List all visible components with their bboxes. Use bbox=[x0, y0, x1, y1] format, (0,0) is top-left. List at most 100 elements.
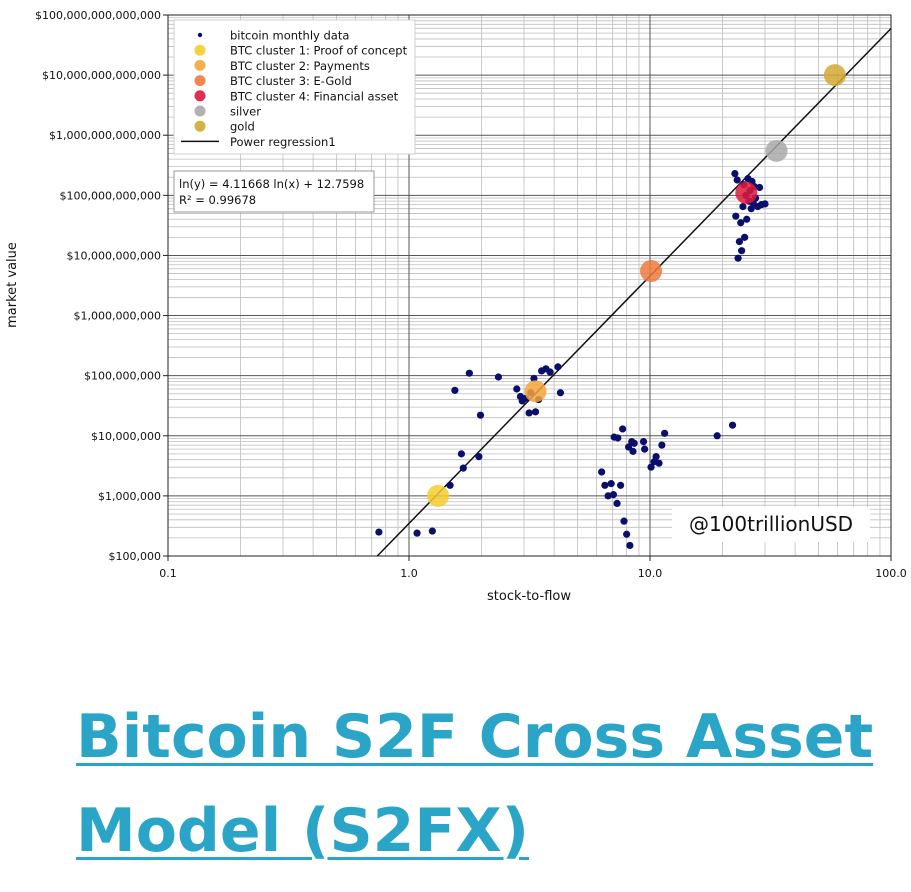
bitcoin-data-point bbox=[655, 459, 663, 467]
bitcoin-data-point bbox=[641, 445, 649, 453]
x-tick-label: 10.0 bbox=[638, 567, 663, 580]
bitcoin-data-point bbox=[513, 385, 521, 393]
legend-label: BTC cluster 4: Financial asset bbox=[230, 89, 399, 103]
cluster-point bbox=[823, 64, 846, 87]
bitcoin-data-point bbox=[739, 202, 747, 211]
y-tick-label: $10,000,000,000,000 bbox=[42, 69, 161, 82]
bitcoin-data-point bbox=[626, 541, 634, 550]
x-tick-label: 0.1 bbox=[159, 567, 177, 580]
equation-line-1: ln(y) = 4.11668 ln(x) + 12.7598 bbox=[179, 177, 364, 191]
equation-box: ln(y) = 4.11668 ln(x) + 12.7598 R² = 0.9… bbox=[173, 170, 375, 213]
x-tick-label: 100.0 bbox=[875, 567, 907, 580]
bitcoin-data-point bbox=[756, 183, 764, 192]
bitcoin-data-point bbox=[601, 481, 609, 489]
bitcoin-data-point bbox=[609, 491, 618, 499]
watermark-bg bbox=[672, 507, 870, 542]
legend-box bbox=[173, 19, 416, 155]
legend-marker bbox=[197, 32, 203, 38]
x-axis-title: stock-to-flow bbox=[487, 589, 571, 604]
bitcoin-data-point bbox=[658, 441, 666, 449]
legend-label: gold bbox=[230, 120, 255, 134]
bitcoin-data-point bbox=[546, 368, 554, 376]
bitcoin-data-point bbox=[428, 527, 436, 535]
bitcoin-data-point bbox=[616, 481, 625, 489]
grid-minor bbox=[168, 15, 891, 556]
bitcoin-data-point bbox=[639, 438, 648, 446]
cluster-point bbox=[640, 260, 663, 283]
equation-line-2: R² = 0.99678 bbox=[179, 193, 256, 207]
y-tick-label: $10,000,000,000 bbox=[67, 249, 161, 262]
y-tick-label: $100,000,000,000 bbox=[60, 189, 161, 202]
legend-marker bbox=[194, 105, 206, 117]
bitcoin-data-point bbox=[619, 425, 627, 433]
y-tick-label: $1,000,000,000 bbox=[74, 310, 161, 323]
bitcoin-data-point bbox=[733, 176, 741, 184]
y-tick-label: $10,000,000 bbox=[91, 430, 161, 443]
bitcoin-data-point bbox=[531, 408, 540, 416]
legend-label: BTC cluster 2: Payments bbox=[230, 59, 370, 73]
bitcoin-data-point bbox=[607, 480, 615, 488]
legend-label: Power regression1 bbox=[230, 135, 336, 149]
bitcoin-data-point bbox=[713, 432, 721, 440]
bitcoin-data-point bbox=[525, 409, 533, 417]
y-tick-labels: $100,000 $1,000,000 $10,000,000 $100,000,00… bbox=[35, 9, 161, 563]
bitcoin-data-point bbox=[735, 237, 744, 246]
watermark-text: @100trillionUSD bbox=[689, 512, 853, 536]
bitcoin-data-point bbox=[630, 439, 638, 447]
cluster-markers bbox=[427, 64, 846, 507]
bitcoin-data-point bbox=[459, 464, 467, 472]
bitcoin-data-point bbox=[661, 429, 669, 437]
bitcoin-data-point bbox=[614, 434, 622, 442]
bitcoin-data-point bbox=[731, 169, 739, 178]
legend-marker bbox=[194, 90, 206, 102]
bitcoin-data-point bbox=[598, 468, 606, 476]
bitcoin-data-point bbox=[738, 247, 746, 255]
bitcoin-data-point bbox=[494, 373, 503, 381]
bitcoin-data-point bbox=[728, 421, 737, 429]
y-tick-label: $1,000,000,000,000 bbox=[49, 129, 161, 142]
page-title-link[interactable]: Bitcoin S2F Cross Asset Model (S2FX) bbox=[76, 702, 874, 866]
bitcoin-data-point bbox=[375, 528, 383, 536]
bitcoin-data-point bbox=[743, 215, 751, 223]
bitcoin-data-point bbox=[451, 386, 459, 394]
bitcoin-data-point bbox=[530, 374, 538, 383]
legend-marker bbox=[194, 120, 206, 132]
cluster-point bbox=[735, 181, 758, 204]
bitcoin-data-point bbox=[734, 254, 742, 262]
legend-marker bbox=[194, 75, 206, 87]
y-axis-title: market value bbox=[5, 242, 20, 328]
legend-label: BTC cluster 3: E-Gold bbox=[230, 74, 352, 88]
bitcoin-data-point bbox=[629, 447, 637, 455]
y-tick-label: $1,000,000 bbox=[98, 490, 161, 503]
x-tick-labels: 0.1 1.0 10.0 100.0 bbox=[159, 567, 907, 580]
legend-marker bbox=[194, 44, 206, 56]
bitcoin-data-point bbox=[556, 389, 565, 397]
legend-label: bitcoin monthly data bbox=[230, 29, 349, 43]
bitcoin-data-point bbox=[624, 443, 633, 451]
bitcoin-data-point bbox=[647, 463, 655, 471]
bitcoin-data-point bbox=[652, 453, 660, 461]
plot-area bbox=[375, 28, 892, 557]
equation-frame bbox=[173, 170, 375, 213]
bitcoin-data-point bbox=[741, 233, 749, 241]
bitcoin-data-point bbox=[737, 219, 745, 227]
y-tick-label: $100,000,000 bbox=[84, 370, 161, 383]
bitcoin-data-point bbox=[413, 529, 421, 537]
bitcoin-data-point bbox=[747, 205, 755, 213]
bitcoin-data-point bbox=[457, 450, 466, 458]
bitcoin-data-point bbox=[465, 369, 473, 377]
bitcoin-data-point bbox=[475, 453, 483, 461]
chart-canvas: $100,000 $1,000,000 $10,000,000 $100,000,00… bbox=[5, 9, 907, 604]
bitcoin-data-point bbox=[554, 363, 562, 371]
bitcoin-data-point bbox=[476, 411, 485, 419]
cluster-point bbox=[427, 484, 450, 507]
bitcoin-data-point bbox=[623, 530, 631, 538]
legend-label: BTC cluster 1: Proof of concept bbox=[230, 44, 408, 58]
bitcoin-data-point bbox=[761, 200, 769, 208]
axis-ticks bbox=[163, 14, 892, 561]
cluster-point bbox=[524, 380, 547, 403]
legend-marker bbox=[194, 59, 206, 71]
bitcoin-data-point bbox=[620, 517, 628, 525]
